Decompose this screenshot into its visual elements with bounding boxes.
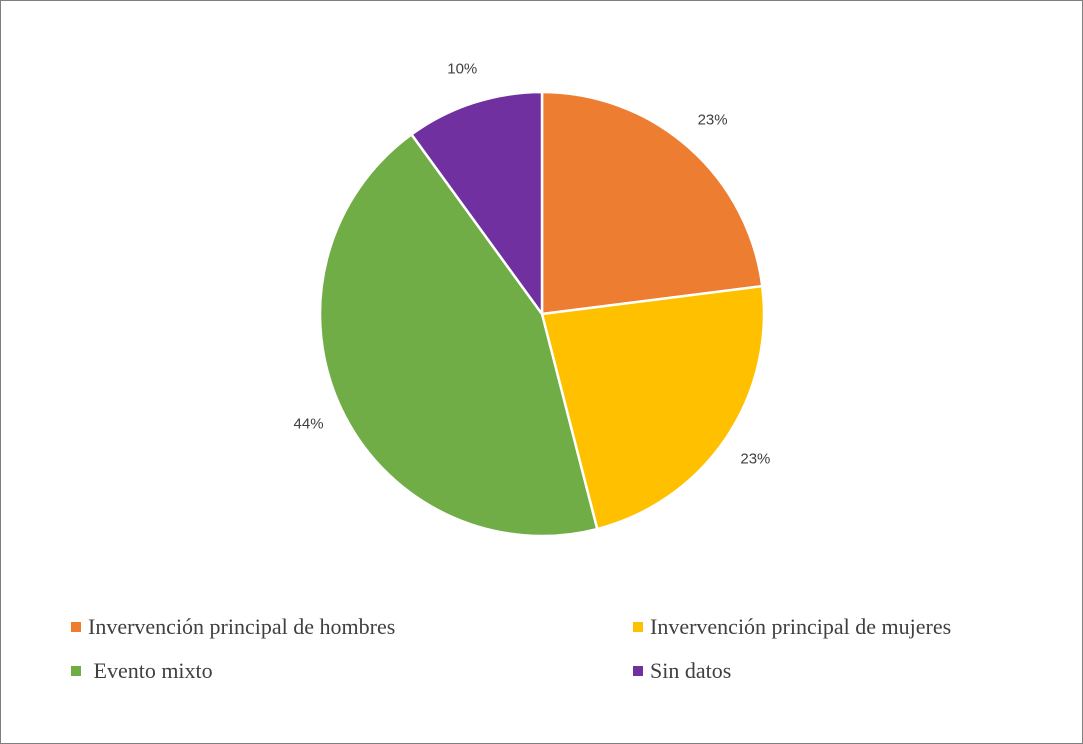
legend-item-hombres: Invervención principal de hombres (71, 614, 633, 640)
legend-swatch (71, 666, 81, 676)
legend: Invervención principal de hombres Inverv… (71, 614, 1051, 684)
legend-item-mujeres: Invervención principal de mujeres (633, 614, 1051, 640)
legend-swatch (633, 666, 643, 676)
pie-slice-hombres (540, 90, 764, 316)
legend-label: Evento mixto (88, 658, 213, 683)
legend-swatch (633, 622, 643, 632)
pie-slice-mixto (318, 132, 599, 538)
legend-item-sin-datos: Sin datos (633, 658, 1051, 684)
data-label-sin-datos: 10% (447, 60, 478, 78)
legend-label: Sin datos (650, 658, 732, 683)
pie-slice-sin-datos (409, 90, 544, 318)
data-label-mujeres: 23% (740, 450, 771, 468)
legend-swatch (71, 622, 81, 632)
legend-label: Invervención principal de mujeres (650, 614, 952, 639)
legend-item-mixto: Evento mixto (71, 658, 633, 684)
legend-label: Invervención principal de hombres (88, 614, 396, 639)
data-label-mixto: 44% (293, 415, 324, 433)
data-label-hombres: 23% (697, 111, 728, 129)
pie-slice-mujeres (540, 284, 766, 531)
